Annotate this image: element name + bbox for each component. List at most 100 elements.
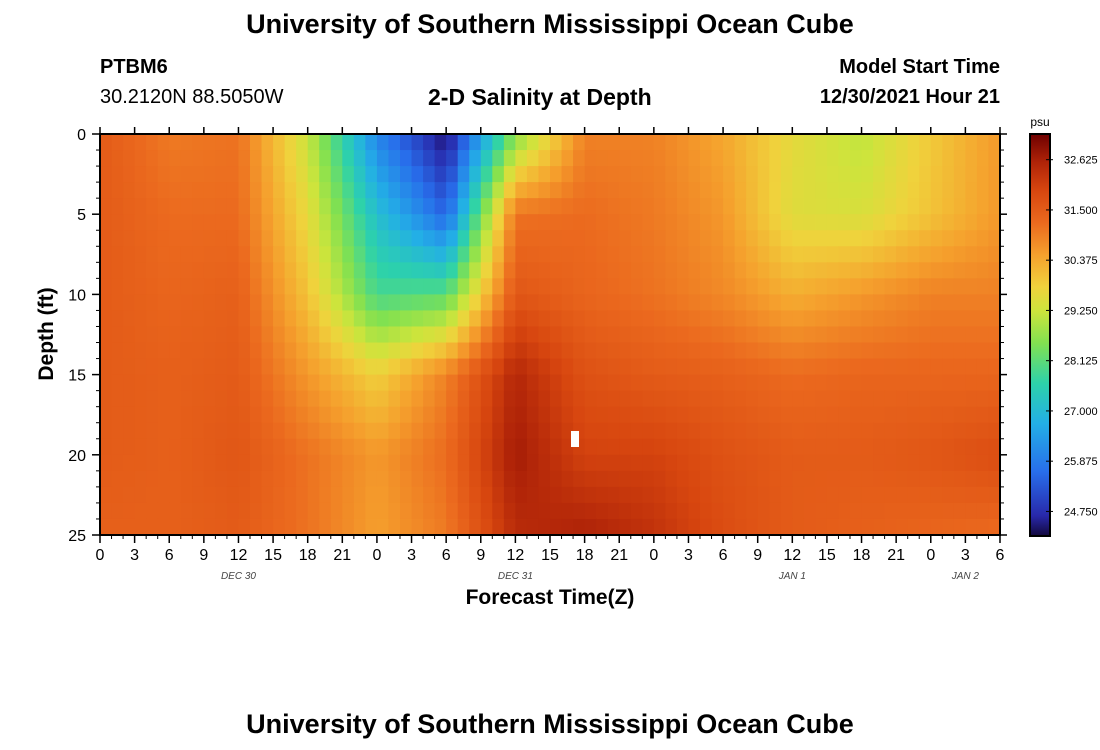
heatmap-cell (838, 166, 851, 183)
heatmap-cell (330, 182, 343, 199)
heatmap-cell (873, 262, 886, 279)
heatmap-cell (676, 214, 690, 231)
heatmap-cell (203, 214, 216, 231)
heatmap-cell (965, 502, 978, 520)
heatmap-cell (400, 374, 413, 392)
heatmap-cell (123, 150, 136, 167)
heatmap-cell (261, 262, 274, 279)
heatmap-cell (884, 406, 897, 424)
heatmap-cell (261, 502, 274, 520)
heatmap-cell (573, 166, 586, 183)
heatmap-cell (746, 262, 759, 279)
heatmap-cell (688, 198, 701, 215)
heatmap-cell (296, 214, 309, 231)
heatmap-cell (584, 326, 597, 344)
heatmap-cell (123, 470, 136, 488)
heatmap-cell (965, 454, 978, 472)
heatmap-cell (919, 342, 932, 360)
heatmap-cell (573, 342, 586, 360)
heatmap-cell (376, 470, 390, 488)
heatmap-cell (353, 262, 366, 279)
heatmap-cell (284, 422, 297, 440)
heatmap-cell (123, 374, 136, 392)
heatmap-cell (203, 422, 216, 440)
heatmap-cell (192, 422, 205, 440)
heatmap-cell (226, 502, 240, 520)
heatmap-cell (146, 230, 159, 247)
heatmap-cell (330, 422, 343, 440)
heatmap-cell (653, 310, 666, 328)
heatmap-cell (111, 198, 124, 215)
heatmap-cell (607, 422, 620, 440)
heatmap-cell (353, 310, 366, 328)
heatmap-cell (226, 214, 240, 231)
heatmap-cell (457, 310, 470, 328)
heatmap-cell (688, 230, 701, 247)
heatmap-cell (930, 278, 943, 295)
heatmap-cell (803, 390, 816, 408)
heatmap-cell (550, 278, 563, 295)
heatmap-cell (100, 166, 113, 183)
heatmap-cell (296, 198, 309, 215)
heatmap-cell (896, 310, 909, 328)
heatmap-cell (250, 262, 263, 279)
y-tick-label: 0 (77, 127, 86, 144)
heatmap-cell (919, 502, 932, 520)
heatmap-cell (896, 406, 909, 424)
heatmap-cell (469, 422, 482, 440)
heatmap-cell (284, 262, 297, 279)
heatmap-cell (826, 406, 840, 424)
heatmap-cell (596, 390, 609, 408)
heatmap-cell (976, 214, 990, 231)
heatmap-cell (146, 182, 159, 199)
heatmap-cell (584, 518, 597, 536)
heatmap-cell (907, 294, 920, 312)
heatmap-cell (238, 262, 251, 279)
heatmap-cell (584, 230, 597, 247)
heatmap-cell (942, 390, 955, 408)
heatmap-cell (734, 406, 747, 424)
heatmap-cell (169, 246, 182, 263)
heatmap-cell (861, 342, 874, 360)
heatmap-cell (757, 182, 770, 199)
heatmap-cell (226, 230, 240, 247)
heatmap-cell (676, 166, 690, 183)
heatmap-cell (607, 406, 620, 424)
heatmap-cell (100, 438, 113, 456)
heatmap-cell (953, 294, 966, 312)
heatmap-cell (492, 422, 505, 440)
heatmap-cell (896, 134, 909, 151)
heatmap-cell (700, 198, 713, 215)
heatmap-cell (619, 262, 632, 279)
heatmap-cell (596, 150, 609, 167)
heatmap-cell (642, 454, 655, 472)
heatmap-cell (400, 422, 413, 440)
heatmap-cell (192, 182, 205, 199)
heatmap-cell (688, 502, 701, 520)
heatmap-cell (111, 166, 124, 183)
heatmap-cell (469, 438, 482, 456)
heatmap-cell (861, 230, 874, 247)
heatmap-cell (192, 150, 205, 167)
heatmap-cell (376, 326, 390, 344)
heatmap-cell (561, 518, 574, 536)
heatmap-cell (503, 502, 516, 520)
heatmap-cell (780, 150, 793, 167)
heatmap-cell (700, 214, 713, 231)
heatmap-cell (861, 278, 874, 295)
heatmap-cell (757, 150, 770, 167)
heatmap-cell (503, 134, 516, 151)
heatmap-cell (642, 230, 655, 247)
heatmap-cell (561, 134, 574, 151)
heatmap-cell (653, 326, 666, 344)
heatmap-cell (942, 182, 955, 199)
heatmap-cell (492, 150, 505, 167)
heatmap-cell (180, 406, 193, 424)
heatmap-cell (850, 486, 863, 504)
heatmap-cell (919, 214, 932, 231)
heatmap-cell (226, 342, 240, 360)
heatmap-cell (111, 454, 124, 472)
heatmap-cell (896, 390, 909, 408)
heatmap-cell (723, 342, 736, 360)
heatmap-cell (688, 326, 701, 344)
